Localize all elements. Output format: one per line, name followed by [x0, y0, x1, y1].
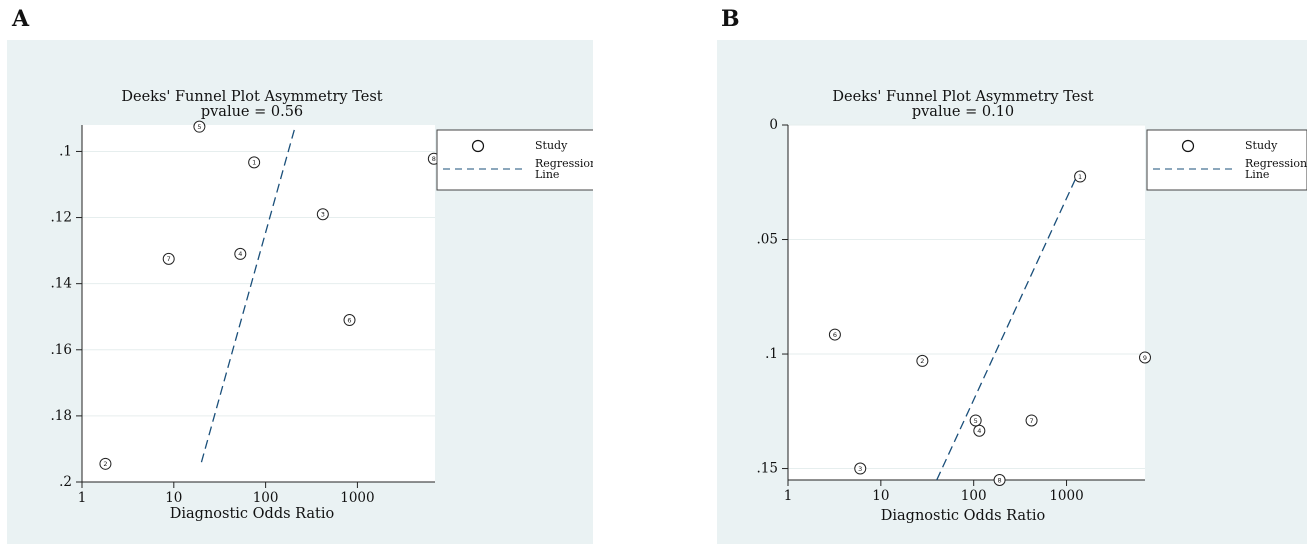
x-tick-label: 10	[872, 488, 889, 504]
study-point-label: 6	[347, 316, 351, 324]
x-tick-label: 1000	[1049, 488, 1083, 504]
chart-subtitle: pvalue = 0.56	[201, 104, 303, 120]
study-marker	[828, 328, 841, 341]
legend-study-marker	[471, 139, 485, 153]
study-marker	[316, 208, 329, 221]
legend-study-marker	[1181, 139, 1195, 153]
study-point-label: 9	[1143, 354, 1147, 362]
study-point-label: 5	[974, 417, 978, 425]
plot-area	[788, 125, 1145, 480]
study-marker	[973, 424, 986, 437]
study-marker	[1025, 414, 1038, 427]
study-point-label: 6	[833, 331, 837, 339]
y-tick-label: 0	[769, 117, 778, 133]
chart-title: Deeks' Funnel Plot Asymmetry Test	[121, 89, 382, 105]
y-tick-label: .05	[757, 232, 778, 248]
x-axis-label: Diagnostic Odds Ratio	[170, 506, 334, 522]
study-point-5: 5	[193, 120, 206, 133]
study-marker	[162, 252, 175, 265]
panel-letter-b: B	[721, 6, 740, 32]
x-tick-label: 1	[78, 490, 87, 506]
legend: Study Regression Line	[1146, 129, 1307, 191]
x-axis-label: Diagnostic Odds Ratio	[881, 508, 1045, 524]
chart-subtitle: pvalue = 0.10	[912, 104, 1014, 120]
study-marker	[248, 156, 261, 169]
study-marker	[969, 414, 982, 427]
study-marker	[343, 314, 356, 327]
chart-title: Deeks' Funnel Plot Asymmetry Test	[832, 89, 1093, 105]
study-point-label: 2	[103, 460, 107, 468]
study-marker	[854, 462, 867, 475]
study-marker	[993, 474, 1006, 486]
study-point-6: 6	[343, 314, 356, 327]
panel-letter-a: A	[12, 6, 30, 32]
study-marker	[99, 457, 112, 470]
study-point-2: 2	[916, 354, 929, 367]
funnel-plot-a: .1 .12 .14 .16 .18 .2 1 10 100 1000 Deeks' Funnel …	[7, 40, 593, 544]
study-point-5: 5	[969, 414, 982, 427]
legend-regression-label: Regression Line	[535, 157, 593, 181]
legend-regression-label: Regression Line	[1245, 157, 1307, 181]
legend-study-label: Study	[535, 139, 568, 152]
y-tick-label: .2	[59, 474, 72, 490]
study-marker	[193, 120, 206, 133]
x-tick-label: 1000	[340, 490, 374, 506]
study-point-label: 5	[197, 123, 201, 131]
study-point-3: 3	[316, 208, 329, 221]
x-tick-label: 100	[961, 488, 987, 504]
y-tick-label: .12	[51, 210, 72, 226]
study-point-label: 1	[1078, 173, 1082, 181]
study-marker	[1074, 170, 1087, 183]
study-point-label: 3	[858, 465, 862, 473]
legend-box	[436, 129, 593, 191]
study-point-label: 3	[321, 211, 325, 219]
x-tick-label: 100	[253, 490, 279, 506]
study-point-label: 4	[238, 250, 242, 258]
study-point-label: 8	[432, 155, 436, 163]
study-point-label: 8	[998, 476, 1002, 484]
y-tick-label: .14	[51, 276, 72, 292]
x-tick-label: 1	[784, 488, 793, 504]
study-point-3: 3	[854, 462, 867, 475]
study-point-label: 1	[252, 159, 256, 167]
study-point-label: 7	[1029, 417, 1033, 425]
study-point-6: 6	[828, 328, 841, 341]
study-point-2: 2	[99, 457, 112, 470]
x-tick-label: 10	[165, 490, 182, 506]
study-point-1: 1	[248, 156, 261, 169]
y-tick-label: .18	[51, 408, 72, 424]
legend: Study Regression Line	[436, 129, 593, 191]
study-point-label: 2	[920, 357, 924, 365]
y-tick-label: .15	[757, 461, 778, 477]
legend-study-label: Study	[1245, 139, 1278, 152]
study-point-8: 8	[993, 474, 1006, 486]
regression-line	[200, 126, 296, 463]
study-point-7: 7	[162, 252, 175, 265]
study-point-4: 4	[234, 247, 247, 260]
study-point-9: 9	[1139, 351, 1151, 364]
study-point-label: 4	[977, 427, 981, 435]
plot-area	[82, 125, 435, 482]
study-marker	[1139, 351, 1151, 364]
legend-box	[1146, 129, 1307, 191]
funnel-plot-b: 0 .05 .1 .15 1 10 100 1000 Deeks' Funnel Plot As…	[717, 40, 1307, 544]
y-tick-label: .1	[59, 143, 72, 159]
study-point-label: 7	[167, 255, 171, 263]
study-point-4: 4	[973, 424, 986, 437]
y-tick-label: .1	[765, 346, 778, 362]
study-point-7: 7	[1025, 414, 1038, 427]
study-marker	[234, 247, 247, 260]
y-tick-label: .16	[51, 342, 72, 358]
study-point-1: 1	[1074, 170, 1087, 183]
study-marker	[916, 354, 929, 367]
